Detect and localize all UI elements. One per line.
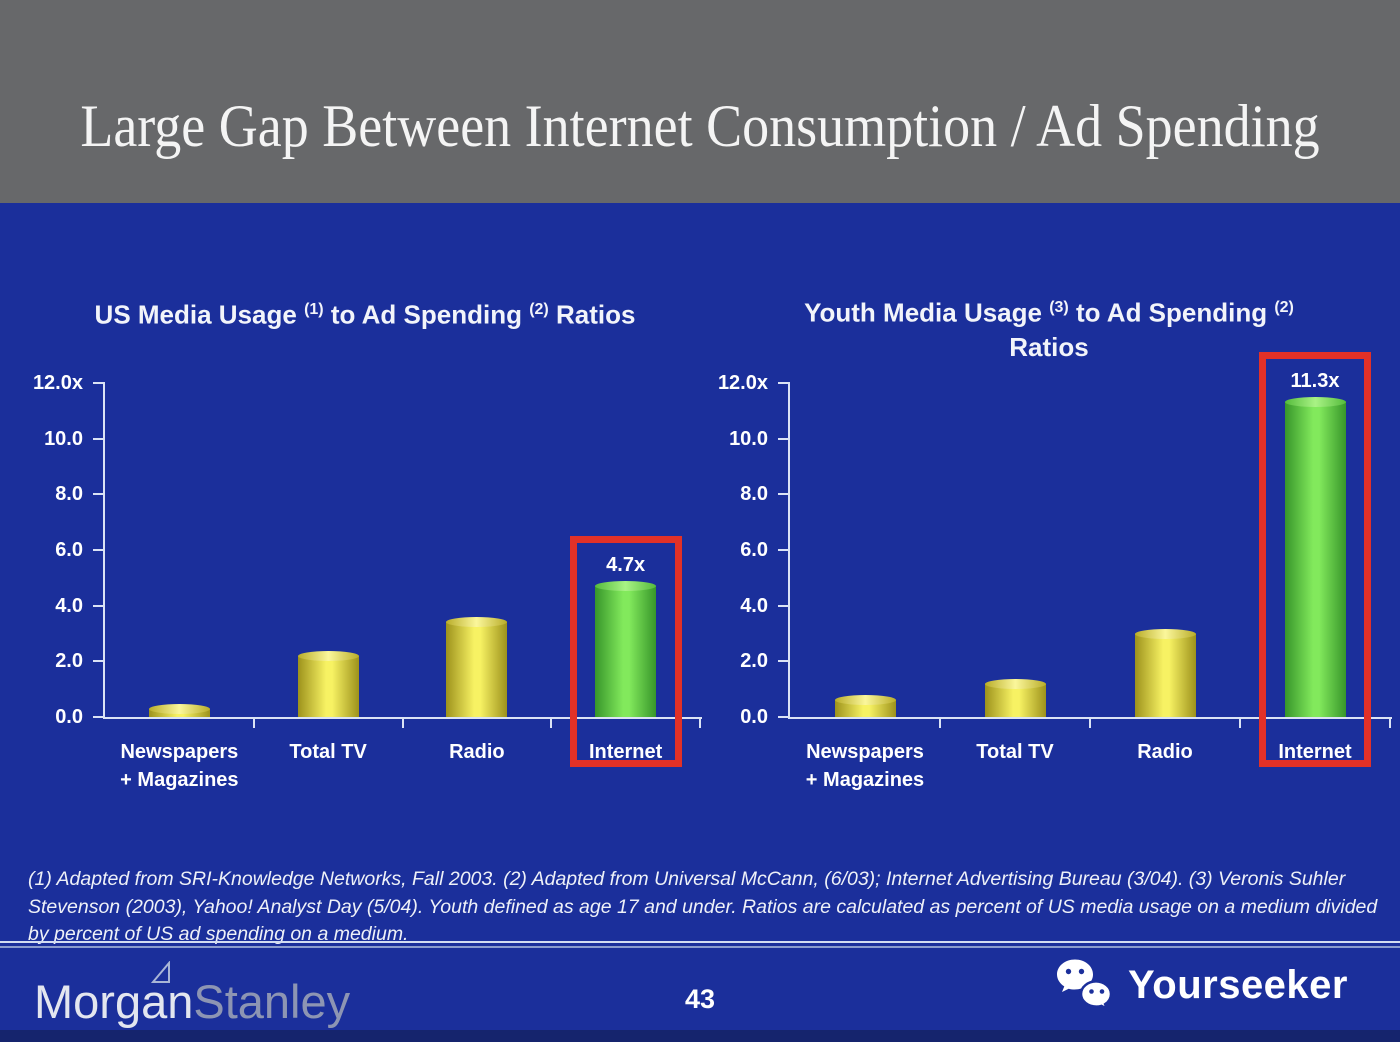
y-tick (93, 437, 105, 440)
footnote: (1) Adapted from SRI-Knowledge Networks,… (28, 868, 1378, 945)
category-label-newspapers-magazines: Newspapers + Magazines (805, 741, 925, 791)
brand-part-stanley: Stanley (193, 975, 351, 1028)
category-label-radio: Radio (1137, 741, 1193, 763)
footnote-ref-1: (1) (304, 301, 324, 318)
watermark-label: Yourseeker (1128, 962, 1348, 1007)
y-tick (778, 604, 790, 607)
bar-internet (595, 581, 657, 717)
bar-value-label: 11.3x (1290, 370, 1340, 393)
highlight-box (1259, 352, 1371, 767)
left-chart-title-text: US Media Usage (94, 299, 305, 330)
page-number: 43 (684, 984, 716, 1014)
wechat-icon (1057, 959, 1113, 1012)
y-tick-label: 12.0x (32, 372, 83, 394)
y-tick (778, 382, 790, 384)
y-tick-label: 2.0 (740, 650, 768, 673)
highlight-box (569, 536, 682, 767)
header-banner (0, 0, 1400, 203)
bar-total-tv (984, 678, 1046, 717)
bar-value-label: 4.7x (606, 554, 646, 577)
bar-total-tv (297, 650, 359, 717)
bottom-edge-strip (0, 1030, 1400, 1042)
y-tick (778, 660, 790, 663)
separator-line-top (0, 941, 1400, 943)
x-axis (103, 717, 702, 719)
category-label-internet: Internet (588, 741, 663, 763)
y-tick-label: 4.0 (55, 594, 83, 617)
y-tick (778, 716, 790, 718)
y-tick-label: 2.0 (55, 650, 83, 673)
y-tick-label: 10.0 (729, 427, 768, 450)
watermark: Yourseeker (1054, 958, 1348, 1012)
y-tick (93, 382, 105, 384)
bar-newspapers-magazines (148, 703, 210, 717)
y-tick (93, 549, 105, 551)
bar-newspapers-magazines (834, 695, 896, 717)
right-chart-title-line2: Ratios (1009, 331, 1089, 362)
category-label-total-tv: Total TV (976, 741, 1054, 763)
y-tick-label: 8.0 (740, 483, 768, 506)
category-label-newspapers-magazines: Newspapers + Magazines (120, 741, 239, 791)
x-tick (401, 719, 404, 728)
x-tick (699, 719, 701, 728)
y-tick-label: 10.0 (44, 427, 83, 450)
left-chart-title: US Media Usage (1) to Ad Spending (2) Ra… (94, 299, 636, 330)
y-tick (778, 437, 790, 440)
y-tick (778, 493, 790, 496)
right-chart-title-text: Youth Media Usage (804, 297, 1050, 328)
y-axis (788, 383, 790, 719)
bar-internet (1284, 397, 1346, 717)
y-tick (93, 604, 105, 607)
footnote-ref-2: (2) (529, 301, 549, 318)
y-tick-label: 6.0 (740, 539, 768, 561)
x-tick (550, 719, 553, 728)
y-axis (103, 383, 105, 719)
bar-radio (1134, 628, 1196, 717)
y-tick-label: 4.0 (740, 594, 768, 617)
x-tick (1239, 719, 1241, 728)
morgan-stanley-logo: MorganStanley (34, 974, 350, 1029)
y-tick (93, 660, 105, 663)
category-label-total-tv: Total TV (289, 741, 367, 763)
category-label-radio: Radio (449, 741, 505, 763)
slide-title: Large Gap Between Internet Consumption /… (80, 93, 1320, 159)
y-tick (778, 549, 790, 551)
morgan-stanley-flag-icon (150, 960, 173, 990)
bar-radio (446, 617, 508, 717)
x-tick (1089, 719, 1091, 728)
x-axis (788, 717, 1392, 719)
x-tick (252, 719, 255, 728)
footnote-ref-3: (3) (1049, 299, 1069, 316)
brand-part-morgan: Morgan (34, 975, 194, 1028)
x-tick (1389, 719, 1391, 728)
category-label-internet: Internet (1278, 741, 1352, 763)
y-tick (93, 716, 105, 718)
footnote-ref-2b: (2) (1274, 299, 1294, 316)
separator-line-bottom (0, 946, 1400, 948)
y-tick-label: 0.0 (740, 706, 768, 728)
y-tick-label: 0.0 (55, 706, 83, 728)
y-tick-label: 12.0x (717, 372, 768, 394)
right-chart-title: Youth Media Usage (3) to Ad Spending (2)… (758, 291, 1340, 364)
y-tick (93, 493, 105, 496)
y-tick-label: 6.0 (55, 539, 83, 561)
x-tick (939, 719, 941, 728)
y-tick-label: 8.0 (55, 483, 83, 506)
